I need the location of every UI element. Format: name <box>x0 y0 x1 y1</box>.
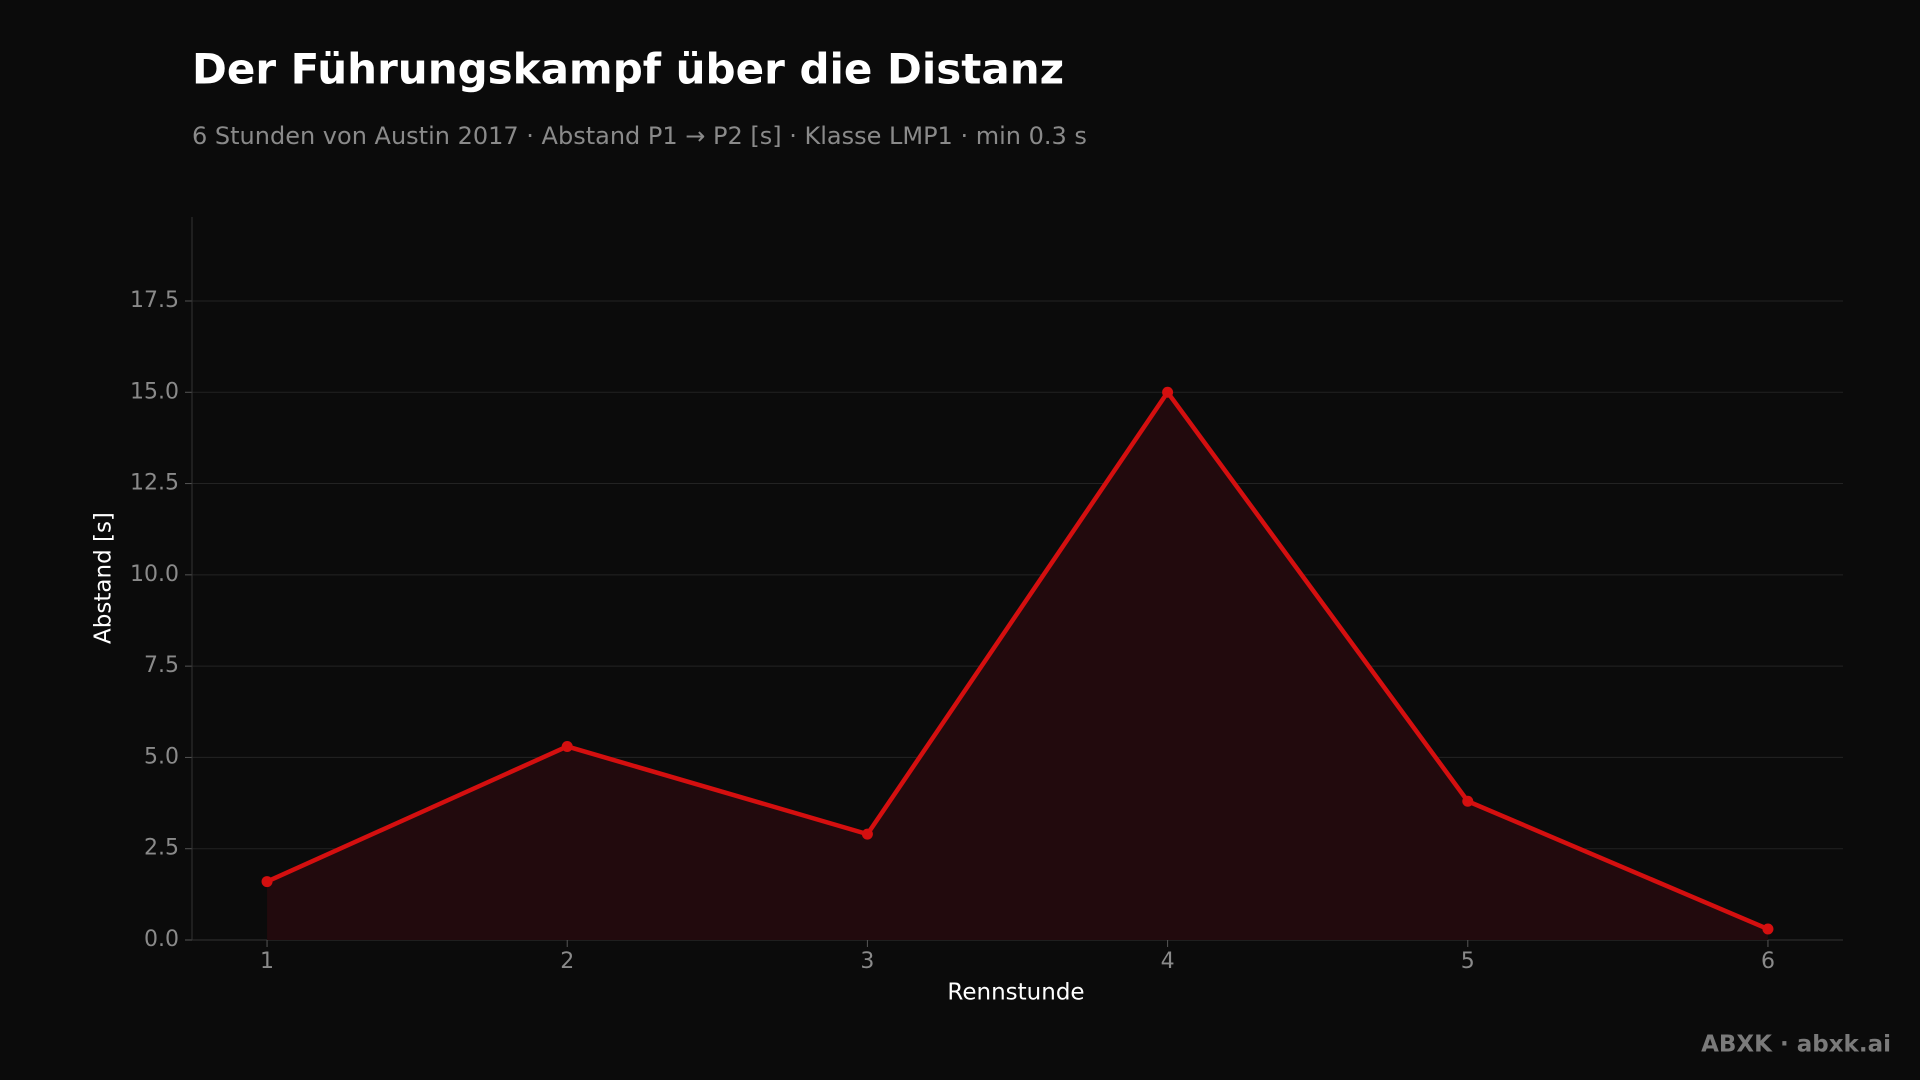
chart-subtitle: 6 Stunden von Austin 2017 · Abstand P1 →… <box>192 122 1087 150</box>
y-tick-label: 15.0 <box>130 379 179 404</box>
footer: ABXK · abxk.ai <box>1701 1032 1891 1058</box>
point <box>261 876 273 888</box>
x-tick-label: 6 <box>1761 949 1775 974</box>
y-tick-label: 7.5 <box>144 653 179 678</box>
y-tick-label: 0.0 <box>144 927 179 952</box>
point <box>1762 923 1774 935</box>
y-tick-label: 5.0 <box>144 744 179 769</box>
chart-title: Der Führungskampf über die Distanz <box>192 45 1064 94</box>
point <box>561 740 573 752</box>
x-tick-label: 4 <box>1161 949 1175 974</box>
y-tick-label: 12.5 <box>130 471 179 496</box>
x-tick-label: 3 <box>860 949 874 974</box>
x-tick-label: 5 <box>1461 949 1475 974</box>
point <box>1162 386 1174 398</box>
x-tick-label: 1 <box>260 949 274 974</box>
line <box>266 390 1769 932</box>
y-tick-label: 10.0 <box>130 562 179 587</box>
x-axis-label: Rennstunde <box>947 980 1084 1006</box>
y-tick-label: 2.5 <box>144 836 179 861</box>
y-tick-label: 17.5 <box>130 288 179 313</box>
y-axis-label: Abstand [s] <box>91 512 117 644</box>
x-tick-label: 2 <box>560 949 574 974</box>
point <box>861 828 873 840</box>
area <box>267 392 1768 941</box>
point <box>1462 795 1474 807</box>
